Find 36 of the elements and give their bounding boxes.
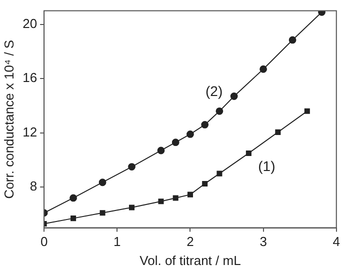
- point: [186, 130, 194, 138]
- x-axis-title: Vol. of titrant / mL: [140, 252, 241, 268]
- series-label: (1): [258, 158, 276, 174]
- point: [128, 163, 136, 170]
- point: [157, 146, 165, 154]
- point: [246, 150, 252, 156]
- point: [260, 65, 268, 73]
- point: [100, 210, 106, 216]
- point: [202, 180, 208, 186]
- series-label: (2): [206, 83, 223, 100]
- point: [158, 198, 164, 204]
- point: [275, 129, 281, 135]
- point: [70, 216, 76, 222]
- point: [98, 178, 106, 186]
- y-tick-label: 16: [22, 70, 38, 86]
- point: [172, 195, 178, 201]
- x-tick-label: 0: [40, 234, 48, 250]
- point: [230, 92, 238, 100]
- y-tick-label: 8: [30, 178, 38, 194]
- point: [172, 138, 180, 146]
- point: [201, 121, 209, 128]
- x-tick-label: 1: [114, 234, 121, 250]
- point: [304, 108, 310, 114]
- point: [70, 194, 77, 202]
- y-tick-label: 20: [22, 16, 38, 31]
- point: [216, 107, 224, 115]
- point: [128, 204, 135, 210]
- x-tick-label: 4: [332, 234, 340, 250]
- y-tick-label: 12: [22, 124, 38, 140]
- point: [288, 36, 296, 44]
- point: [318, 10, 326, 16]
- point: [216, 170, 222, 176]
- x-tick-label: 3: [260, 234, 267, 250]
- point: [187, 192, 193, 198]
- x-tick-label: 2: [186, 234, 194, 250]
- y-axis-title: Corr. conductance x 10⁴ / S: [1, 40, 16, 199]
